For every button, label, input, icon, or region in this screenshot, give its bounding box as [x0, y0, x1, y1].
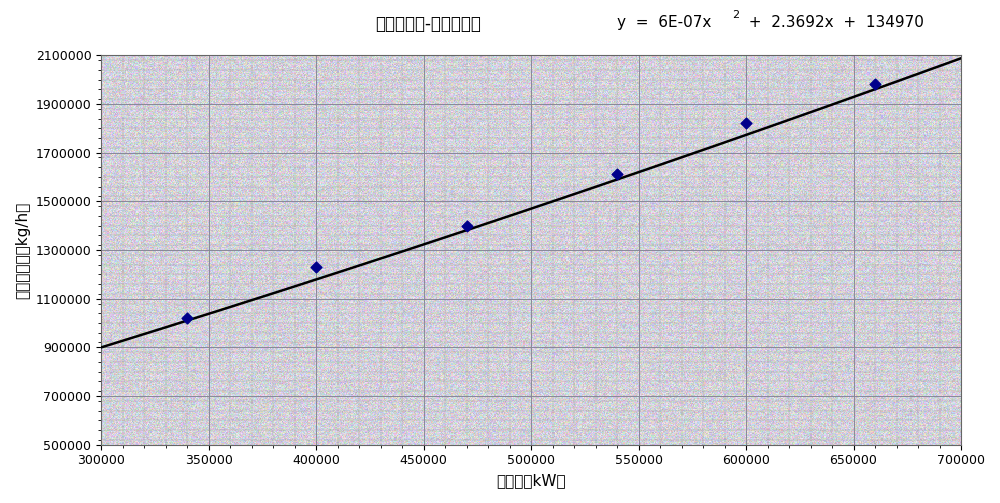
Text: 2: 2: [732, 10, 739, 20]
Y-axis label: 主蒸汽流量（kg/h）: 主蒸汽流量（kg/h）: [15, 201, 30, 299]
Point: [459, 222, 475, 230]
Point: [867, 80, 883, 89]
Point: [738, 119, 754, 127]
Text: y  =  6E-07x: y = 6E-07x: [617, 15, 711, 30]
Point: [308, 263, 324, 271]
X-axis label: 电负荷（kW）: 电负荷（kW）: [496, 473, 566, 488]
Point: [179, 314, 195, 322]
Text: +  2.3692x  +  134970: + 2.3692x + 134970: [739, 15, 924, 30]
Point: [609, 171, 625, 179]
Text: 主蒸汽流量-电负荷曲线: 主蒸汽流量-电负荷曲线: [375, 15, 481, 33]
